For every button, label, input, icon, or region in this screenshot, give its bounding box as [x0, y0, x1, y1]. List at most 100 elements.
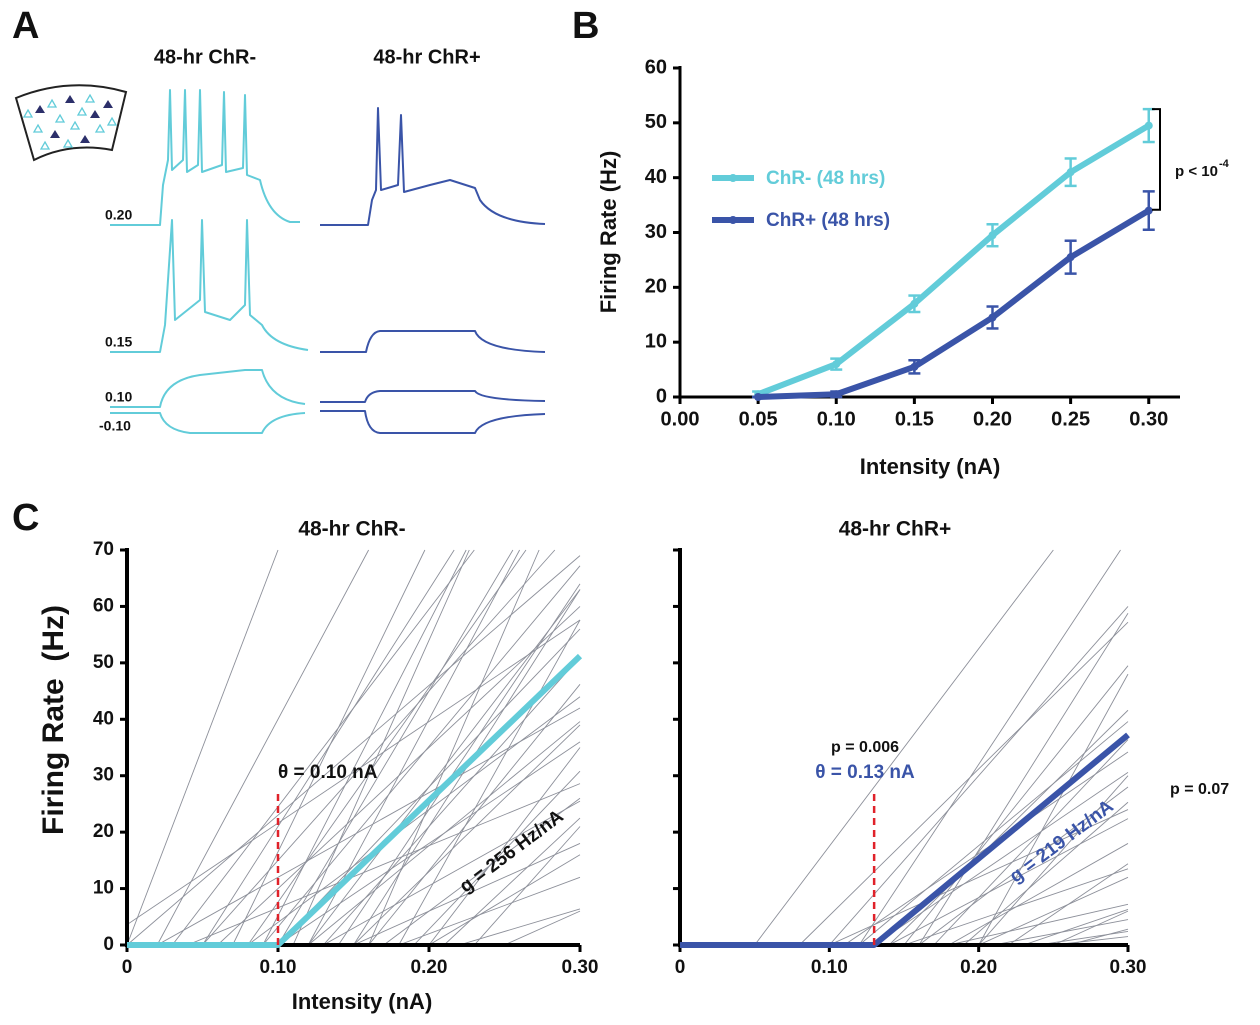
annotation: θ = 0.13 nA	[815, 762, 915, 783]
data-point	[910, 299, 919, 308]
voltage-trace	[320, 107, 546, 226]
column-title: 48-hr ChR+	[373, 46, 480, 68]
x-tick-label: 0.30	[562, 957, 599, 978]
cell-fi-curve	[680, 665, 1129, 946]
chart: 0 0.10 0.20 0.30 48-hr ChR+ p = 0.006 θ = 0.13…	[673, 518, 1229, 978]
panel-label: B	[572, 5, 599, 47]
x-tick-label: 0.10	[260, 957, 297, 978]
y-tick-label: 50	[645, 111, 667, 133]
traces-chr-minus	[110, 89, 309, 434]
chart: 0 10 20 30 40 50 60 0.00 0.05 0.10 0.15 0.20 0.25 0.3…	[596, 56, 1230, 479]
significance-bracket	[1152, 108, 1161, 211]
y-tick-label: 40	[645, 166, 667, 188]
cell-fi-curve	[680, 909, 1129, 946]
x-tick-label: 0.05	[739, 408, 778, 430]
series-line	[758, 207, 1151, 400]
voltage-trace	[110, 369, 306, 408]
chart: 0 10 20 30 40 50 60 70 0 0.10 0.20 0.30 48-hr ChR- In…	[37, 518, 599, 1014]
chart-title: 48-hr ChR-	[298, 518, 405, 541]
data-point	[910, 362, 919, 371]
cell-fi-curve	[127, 549, 470, 946]
data-point	[988, 313, 997, 322]
voltage-trace	[110, 89, 300, 226]
traces-chr-plus	[320, 107, 546, 434]
slice-schematic	[14, 84, 128, 162]
voltage-trace	[110, 219, 309, 353]
voltage-trace	[320, 330, 546, 353]
voltage-trace	[320, 410, 546, 434]
cell-fi-curve	[680, 868, 1129, 946]
x-tick-label: 0.20	[960, 957, 997, 978]
voltage-trace	[110, 412, 306, 434]
legend-label: ChR+ (48 hrs)	[766, 210, 890, 231]
y-tick-label: 10	[645, 330, 667, 352]
x-axis-label: Intensity (nA)	[292, 989, 433, 1014]
data-point	[1066, 253, 1075, 262]
x-tick-label: 0.10	[817, 408, 856, 430]
x-tick-label: 0.10	[811, 957, 848, 978]
y-tick-label: 50	[93, 652, 114, 673]
annotation: g = 256 Hz/nA	[456, 806, 568, 898]
cell-fi-curve	[127, 908, 581, 946]
cell-fi-curve	[680, 910, 1129, 946]
x-tick-label: 0.30	[1129, 408, 1168, 430]
y-tick-label: 30	[645, 221, 667, 243]
panel-label: C	[12, 497, 39, 539]
chart-title: 48-hr ChR+	[839, 518, 952, 541]
current-label: 0.10	[105, 389, 132, 405]
x-tick-label: 0	[675, 957, 686, 978]
current-label: 0.15	[105, 334, 132, 350]
current-label: 0.20	[105, 207, 132, 223]
y-tick-label: 70	[93, 539, 114, 560]
x-tick-label: 0.30	[1110, 957, 1147, 978]
annotation-exponent: -4	[1219, 158, 1230, 170]
x-axis-label: Intensity (nA)	[860, 454, 1001, 479]
data-point	[988, 231, 997, 240]
y-tick-label: 20	[645, 276, 667, 298]
y-tick-label: 60	[645, 56, 667, 78]
panel-label: A	[12, 5, 39, 47]
x-tick-label: 0.25	[1051, 408, 1090, 430]
x-tick-label: 0.20	[411, 957, 448, 978]
cell-fi-curve	[126, 619, 581, 926]
data-point	[832, 360, 841, 369]
y-tick-label: 0	[103, 934, 114, 955]
y-tick-label: 60	[93, 595, 114, 616]
data-point	[1144, 206, 1153, 215]
data-point	[1066, 168, 1075, 177]
annotation: p = 0.006	[831, 739, 899, 756]
cell-fi-curve	[127, 628, 581, 946]
y-axis-label: Firing Rate (Hz)	[596, 151, 621, 314]
voltage-trace	[320, 390, 546, 403]
x-tick-label: 0.20	[973, 408, 1012, 430]
y-tick-label: 20	[93, 821, 114, 842]
cell-fi-curve	[127, 707, 581, 946]
annotation: p = 0.07	[1170, 781, 1229, 798]
cell-fi-curve	[680, 621, 1129, 946]
cell-fi-curve	[127, 549, 467, 946]
x-tick-label: 0.15	[895, 408, 934, 430]
annotation: θ = 0.10 nA	[278, 762, 378, 783]
series-line	[757, 122, 1151, 398]
cell-fi-curve	[127, 565, 581, 946]
cell-fi-curve	[126, 555, 581, 946]
legend-label: ChR- (48 hrs)	[766, 168, 885, 189]
cell-fi-curve	[127, 549, 475, 946]
x-tick-label: 0	[122, 957, 133, 978]
cell-fi-curve	[126, 549, 279, 946]
annotation: p < 10	[1175, 163, 1218, 180]
data-point	[832, 390, 841, 399]
y-tick-label: 30	[93, 765, 114, 786]
data-point	[1144, 121, 1153, 130]
y-tick-label: 0	[656, 385, 667, 407]
cell-fi-curve	[127, 854, 581, 946]
y-tick-label: 40	[93, 708, 114, 729]
x-tick-label: 0.00	[661, 408, 700, 430]
cell-fi-curve	[127, 549, 455, 946]
y-tick-label: 10	[93, 878, 114, 899]
column-title: 48-hr ChR-	[154, 46, 256, 68]
cell-fi-curve	[680, 549, 1121, 946]
legend-marker	[729, 216, 737, 224]
